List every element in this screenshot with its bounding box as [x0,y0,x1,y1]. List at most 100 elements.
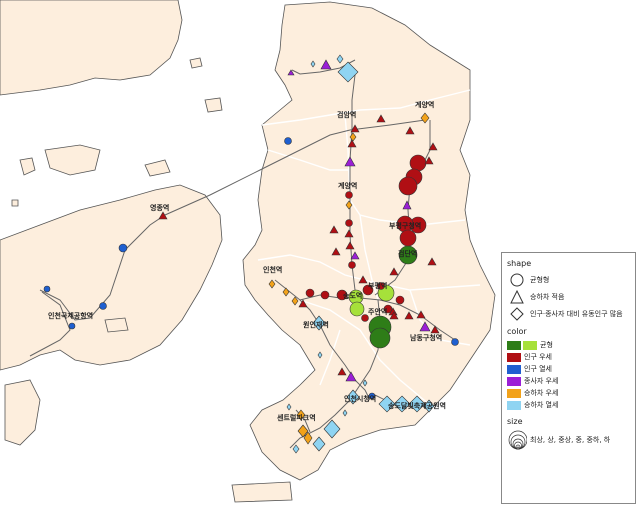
station-marker [349,132,357,142]
balanced-stations [348,245,418,349]
station-label: 주안역 [368,307,387,316]
station-marker [303,431,313,445]
legend-label: 승하차 열세 [524,401,559,409]
station-marker [344,156,356,167]
station-marker [337,61,359,83]
land-incheon-mainland [242,1,496,481]
station-marker [345,241,355,250]
legend-color-boarding-deficit: 승하차 열세 [507,399,630,411]
station-label: 부평역 [368,281,387,290]
station-marker [118,243,128,253]
station-marker [377,282,385,290]
station-label: 계양역 [415,100,434,109]
legend-label: 인구 우세 [524,353,552,361]
boarding-deficit-stations [286,54,435,454]
legend-label: 균형 [540,341,553,349]
legend-label: 승하차 적음 [530,292,565,301]
station-marker [345,371,357,382]
swatch-boarding-deficit [507,400,521,410]
station-marker [329,225,339,234]
swatch-population-dominant [507,352,521,362]
station-marker [296,409,306,421]
station-markers [43,54,459,454]
station-marker [409,154,427,172]
station-label: 송도달빛축제공원역 [388,401,446,410]
station-marker [320,290,330,300]
station-marker [395,295,405,305]
legend-shape-circle: 균형형 [507,271,630,288]
station-marker [346,389,360,405]
legend-label: 승하차 우세 [524,389,559,397]
worker-dominant-stations [287,59,431,382]
legend-size-title: size [507,417,523,426]
station-marker [420,112,430,124]
station-marker [336,54,344,64]
station-label: 검암역 [337,110,356,119]
station-marker [282,287,290,297]
station-marker [350,251,360,260]
station-label: 영종역 [150,203,169,212]
legend-label: 최상, 상, 중상, 중, 중하, 하 [530,436,611,444]
legend-shape-title: shape [507,259,532,268]
station-marker [284,137,292,145]
boarding-dominant-stations [268,112,430,445]
station-marker [399,229,417,247]
legend-label: 균형형 [530,275,550,284]
station-marker [398,176,418,196]
station-marker [347,139,357,148]
station-label: 센트럴파크역 [277,413,316,422]
legend-label: 인구·종사자 대비 유동인구 많음 [530,309,623,318]
island-4 [4,379,41,446]
station-label: 계양역 [338,181,357,190]
station-marker [350,124,360,133]
station-marker [345,200,353,210]
station-marker [404,311,414,320]
swatch-worker-dominant [507,376,521,386]
legend-label: 인구 열세 [524,365,552,373]
station-marker [298,299,308,308]
station-marker [405,126,415,135]
station-marker [320,59,332,70]
station-marker [345,219,353,227]
island-7 [231,481,293,503]
legend-color-population-deficit: 인구 열세 [507,363,630,375]
station-marker [361,314,369,322]
station-marker [416,310,426,319]
station-label: 부평구청역 [389,221,421,230]
station-marker [427,257,437,266]
station-marker [297,424,309,438]
station-marker [342,409,348,417]
station-marker [451,338,459,346]
land-layer [0,0,496,503]
station-marker [312,436,326,452]
swatch-population-deficit [507,364,521,374]
triangle-icon [507,289,527,304]
size-circles-icon [507,430,527,450]
station-marker [337,367,347,376]
legend-shape-diamond: 인구·종사자 대비 유동인구 많음 [507,305,630,322]
population-dominant-circles [305,154,427,322]
station-marker [336,289,348,301]
station-marker [331,247,341,256]
station-marker [344,229,354,238]
swatch-balanced-light [523,340,537,350]
land-northwest [0,0,183,96]
swatch-balanced-dark [507,340,521,350]
island-9 [189,57,203,69]
swatch-boarding-dominant [507,388,521,398]
land-yeongjong [0,184,223,371]
station-marker [423,399,435,413]
station-marker [292,444,300,454]
station-marker [358,275,368,284]
station-marker [43,285,51,293]
island-8 [104,317,129,333]
station-labels: 계양역 검암역 계양역 검단역 영종역 부평구청역 부평역 인천역 송도역 주안… [48,100,446,422]
station-marker [362,379,368,387]
station-marker [362,284,374,296]
station-marker [310,60,316,68]
station-marker [408,395,426,413]
legend-shape-triangle: 승하차 적음 [507,288,630,305]
legend-color-title: color [507,327,527,336]
station-marker [158,211,168,220]
